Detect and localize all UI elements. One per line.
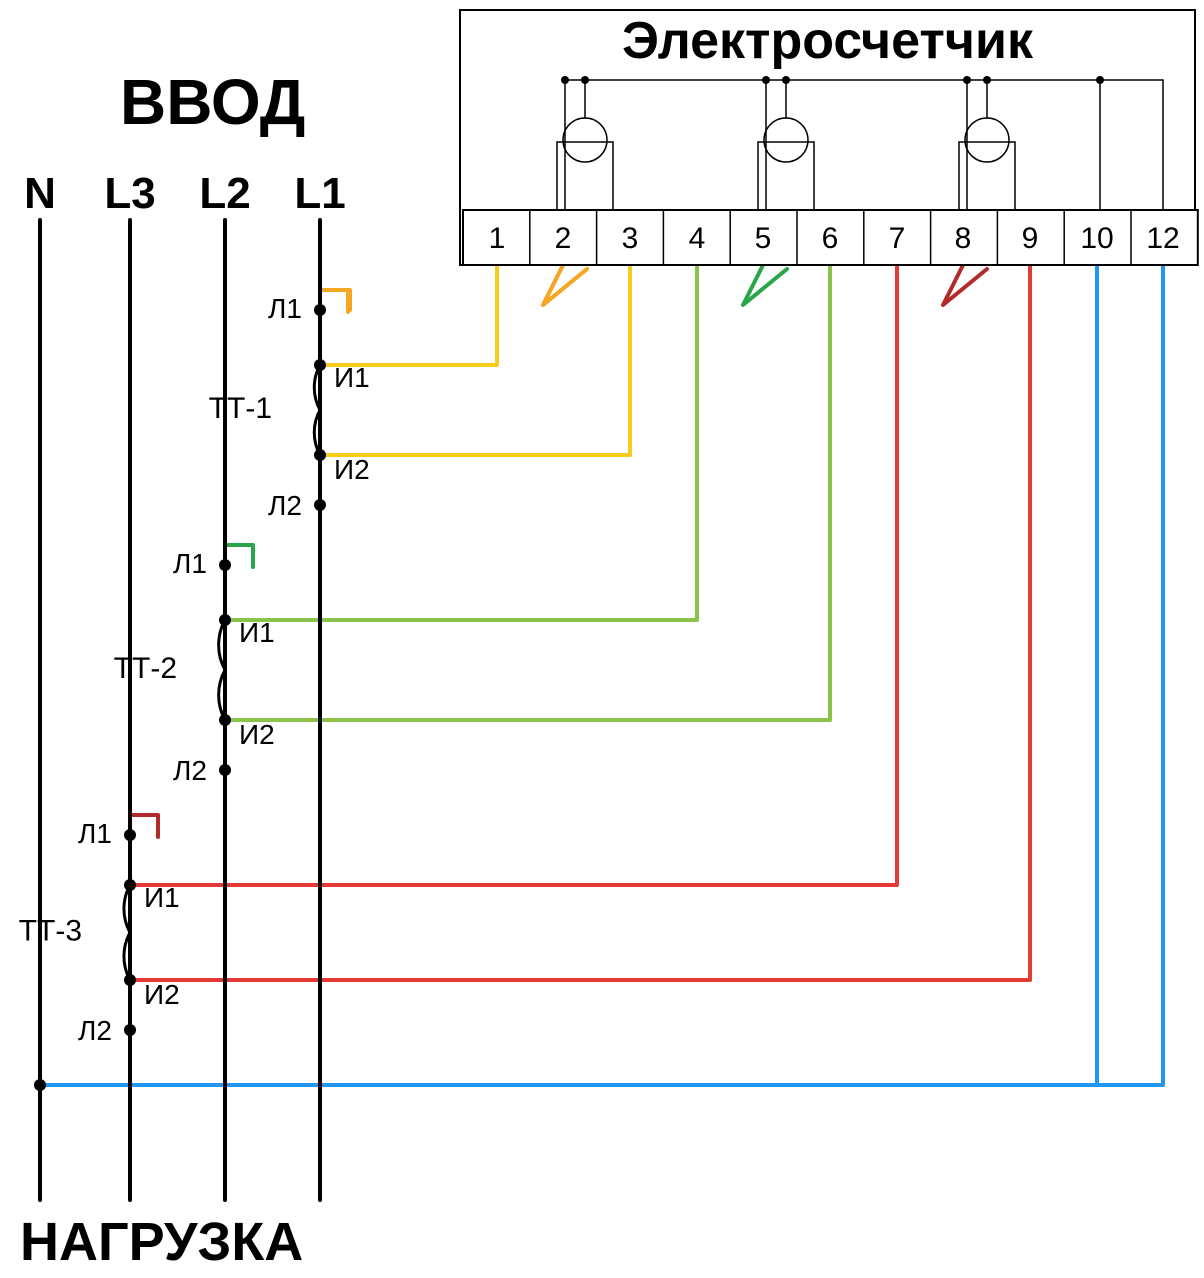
ct1-L1-label: Л1 xyxy=(268,293,302,324)
terminal-label-2: 2 xyxy=(555,222,572,255)
bus-lines-layer xyxy=(40,220,320,1200)
terminal-label-6: 6 xyxy=(822,222,839,255)
phase2-voltage-hook xyxy=(743,265,787,305)
terminal-label-5: 5 xyxy=(755,222,772,255)
ct1-I2-label: И2 xyxy=(334,454,370,485)
terminal-label-3: 3 xyxy=(622,222,639,255)
phase-label-N: N xyxy=(24,169,56,218)
ct-layer xyxy=(34,304,326,1091)
ct2-L2-label: Л2 xyxy=(173,755,207,786)
phase2-current-I2 xyxy=(225,265,830,720)
ct2-name: ТТ-2 xyxy=(114,652,177,685)
ct2-L1-label: Л1 xyxy=(173,548,207,579)
phase1-voltage-hook xyxy=(543,265,587,305)
ct2-I1-label: И1 xyxy=(239,617,275,648)
terminal-label-9: 9 xyxy=(1022,222,1039,255)
ct3-L1-label: Л1 xyxy=(78,818,112,849)
terminal-label-8: 8 xyxy=(955,222,972,255)
ct2-I2-label: И2 xyxy=(239,719,275,750)
ct3-name: ТТ-3 xyxy=(19,915,82,948)
terminal-label-12: 12 xyxy=(1146,222,1179,255)
input-title: ВВОД xyxy=(120,66,305,138)
ct1-L2-label: Л2 xyxy=(268,490,302,521)
phase1-current-I1 xyxy=(320,265,497,365)
terminal-label-7: 7 xyxy=(889,222,906,255)
phase1-current-I2 xyxy=(320,265,630,455)
phase-label-L2: L2 xyxy=(199,169,250,218)
ct3-L2-label: Л2 xyxy=(78,1015,112,1046)
phase-label-L1: L1 xyxy=(294,169,345,218)
ct1-name: ТТ-1 xyxy=(209,392,272,425)
colored-wires-layer xyxy=(40,265,1163,1085)
ct3-I2-label: И2 xyxy=(144,979,180,1010)
phase3-voltage-hook xyxy=(943,265,987,305)
ct1-I1-label: И1 xyxy=(334,362,370,393)
phase3-current-I1 xyxy=(130,265,897,885)
load-title: НАГРУЗКА xyxy=(20,1212,303,1272)
neutral-wire-to-12 xyxy=(40,265,1163,1085)
meter-title: Электросчетчик xyxy=(622,12,1034,70)
terminal-label-1: 1 xyxy=(489,222,506,255)
ct3-I1-label: И1 xyxy=(144,882,180,913)
phase-label-L3: L3 xyxy=(104,169,155,218)
terminal-label-10: 10 xyxy=(1080,222,1113,255)
terminal-label-4: 4 xyxy=(689,222,706,255)
